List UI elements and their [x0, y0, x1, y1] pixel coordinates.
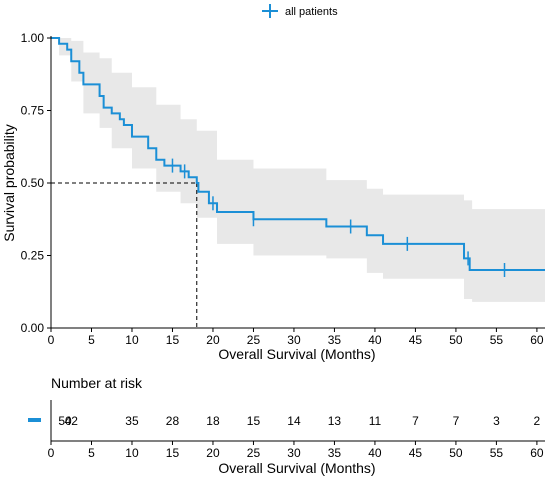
x-tick-label: 20 [206, 333, 220, 347]
x-tick-label: 45 [409, 333, 423, 347]
x-tick-label: 55 [490, 446, 504, 460]
x-tick-label: 25 [247, 446, 261, 460]
x-tick-label: 30 [287, 446, 301, 460]
legend-label: all patients [285, 6, 338, 18]
risk-count: 2 [534, 414, 541, 428]
risk-count: 15 [247, 414, 261, 428]
risk-count: 35 [125, 414, 139, 428]
axes [50, 36, 545, 329]
x-tick-label: 40 [368, 333, 382, 347]
km-plot: 0.00 0.25 0.50 0.75 1.00 0 5 10 15 20 25 30 35 40 45 5… [1, 31, 545, 362]
risk-count: 50 [58, 414, 72, 428]
x-tick-label: 5 [88, 446, 95, 460]
risk-count: 42 [65, 414, 79, 428]
y-tick-label: 1.00 [21, 31, 45, 45]
risk-count: 11 [369, 414, 382, 428]
x-axis-title: Overall Survival (Months) [218, 346, 375, 362]
x-tick-label: 50 [449, 333, 463, 347]
x-tick-label: 35 [328, 333, 342, 347]
x-tick-label: 30 [287, 333, 301, 347]
x-tick-label: 55 [490, 333, 504, 347]
x-tick-label: 0 [48, 333, 55, 347]
risk-axis [50, 400, 545, 442]
x-ticks: 0 5 10 15 20 25 30 35 40 45 50 55 60 [48, 328, 544, 347]
y-ticks: 0.00 0.25 0.50 0.75 1.00 [21, 31, 51, 335]
survival-step-line [51, 37, 545, 271]
risk-count: 7 [412, 414, 419, 428]
x-tick-label: 25 [247, 333, 261, 347]
x-tick-label: 5 [88, 333, 95, 347]
risk-x-ticks: 0 5 10 15 20 25 30 35 40 45 50 55 60 [48, 441, 544, 460]
x-tick-label: 45 [409, 446, 423, 460]
x-tick-label: 15 [166, 446, 180, 460]
median-reference [51, 182, 198, 328]
risk-x-axis-title: Overall Survival (Months) [218, 460, 375, 476]
risk-count: 13 [328, 414, 342, 428]
x-tick-label: 15 [166, 333, 180, 347]
x-tick-label: 35 [328, 446, 342, 460]
y-tick-label: 0.75 [21, 104, 45, 118]
x-tick-label: 20 [206, 446, 220, 460]
survival-curve [51, 37, 545, 271]
x-tick-label: 0 [48, 446, 55, 460]
x-tick-label: 50 [449, 446, 463, 460]
risk-count: 14 [287, 414, 301, 428]
legend: all patients [262, 4, 338, 18]
risk-count: 28 [166, 414, 180, 428]
x-tick-label: 60 [530, 446, 544, 460]
risk-count: 18 [206, 414, 220, 428]
risk-row-color-key [28, 418, 41, 422]
confidence-band [51, 38, 545, 302]
x-tick-label: 10 [125, 446, 139, 460]
y-axis-title: Survival probability [1, 124, 17, 242]
risk-count: 3 [493, 414, 500, 428]
censor-marks [171, 158, 506, 277]
x-tick-label: 40 [368, 446, 382, 460]
x-tick-label: 10 [125, 333, 139, 347]
risk-count: 7 [453, 414, 460, 428]
y-tick-label: 0.50 [21, 176, 45, 190]
y-tick-label: 0.25 [21, 249, 45, 263]
confidence-band-area [51, 38, 545, 302]
risk-table-title: Number at risk [51, 375, 143, 391]
y-tick-label: 0.00 [21, 321, 45, 335]
x-tick-label: 60 [530, 333, 544, 347]
